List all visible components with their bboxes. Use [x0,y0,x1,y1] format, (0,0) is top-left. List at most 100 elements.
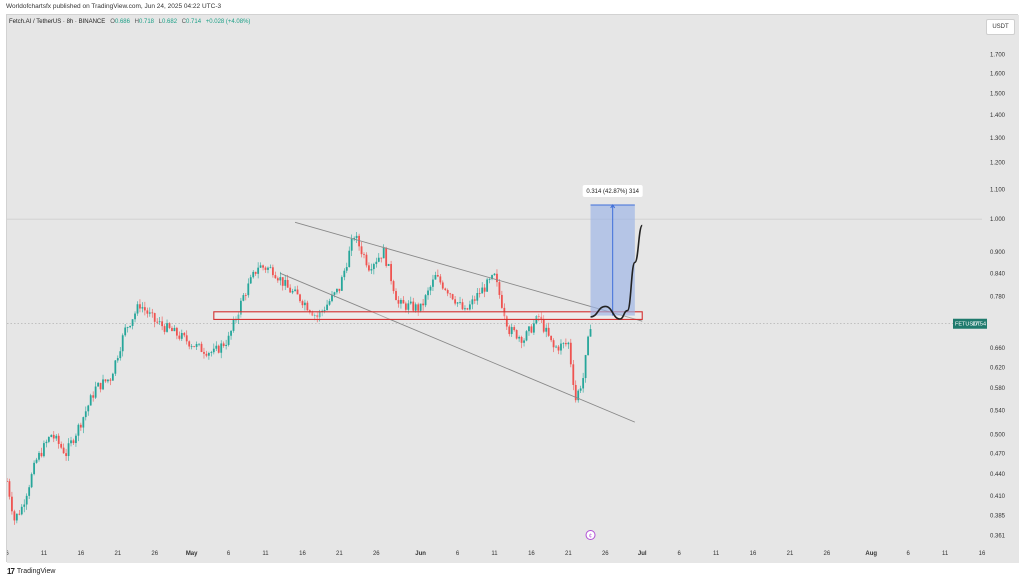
candle-body [488,279,491,280]
x-tick-label: 16 [750,551,757,557]
symbol-name[interactable]: Fetch.AI / TetherUS · 8h · BINANCE [9,19,106,25]
x-tick-label: 21 [787,551,794,557]
candle-body [257,267,260,274]
candle-body [99,382,102,390]
candle-body [52,434,55,439]
candle-body [244,295,247,296]
candle-body [232,319,235,331]
candle-body [400,299,402,304]
candle-body [370,269,373,271]
candle-body [407,303,410,310]
candle-body [545,327,548,332]
candle-body [79,424,82,428]
candle-body [222,343,225,346]
candle-body [38,452,40,460]
candle-body [569,342,572,365]
y-tick-label: 1.500 [990,91,1006,97]
candle-body [62,447,65,454]
candle-body [173,327,176,332]
price-chart[interactable]: 1.700 1.600 1.500 1.400 1.300 1.200 1.100 1.000… [7,15,1019,563]
y-tick-label: 1.300 [990,136,1006,142]
candle-body [230,330,232,336]
candle-body [70,440,72,444]
candle-body [434,275,437,280]
candle-body [493,273,496,276]
candle-body [284,279,287,286]
candle-body [555,346,557,348]
candle-body [13,511,16,521]
y-tick-label: 0.620 [990,366,1006,372]
high-value: 0.718 [138,19,154,25]
candle-body [459,302,461,304]
candle-body [183,332,186,336]
candle-body [451,294,454,300]
candle-body [562,342,565,344]
candle-body [395,291,397,301]
candle-body [304,302,306,306]
measure-label-box [582,184,643,197]
candle-body [163,326,166,332]
candle-body [326,304,328,311]
x-tick-label: 16 [979,551,986,557]
candle-body [574,384,577,401]
candle-body [323,310,326,311]
x-tick-label: 11 [713,551,720,557]
candle-body [171,327,173,332]
x-tick-label: 11 [491,551,498,557]
candle-body [84,411,87,418]
candle-body [158,321,161,323]
close-label: C [181,19,187,25]
x-tick-label: 6 [677,551,681,557]
candle-body [547,327,550,336]
candle-body [343,270,346,278]
open-value: 0.686 [114,19,130,25]
candle-body [528,326,530,332]
candle-body [89,395,92,406]
candle-body [146,310,149,314]
candle-body [188,341,191,347]
candle-body [338,288,341,291]
candle-body [104,379,107,382]
candle-body [262,265,264,268]
y-tick-label: 1.200 [990,161,1006,167]
candle-body [168,323,171,328]
candle-body [486,279,489,292]
candle-body [136,304,139,314]
candle-body [478,293,481,294]
candle-body [454,299,457,304]
candle-body [180,332,183,339]
candle-body [537,315,540,317]
candle-body [402,299,405,304]
x-tick-label: 26 [602,551,609,557]
candle-body [414,304,417,311]
candle-body [55,435,58,439]
candle-body [18,513,21,515]
candle-body [126,327,129,328]
candle-body [473,299,476,301]
candle-body [269,267,272,269]
candle-body [345,267,348,271]
candle-body [45,441,48,444]
candle-body [111,373,114,381]
x-tick-label: 6 [456,551,460,557]
currency-badge[interactable]: USDT [986,19,1015,35]
candle-body [311,312,314,316]
x-tick-label: Aug [865,551,877,557]
x-tick-label: Jun [415,551,426,557]
candle-body [350,238,353,251]
tradingview-brand[interactable]: 17 TradingView [7,567,55,576]
candle-body [375,261,378,265]
x-tick-label: 16 [528,551,535,557]
candle-body [439,276,442,283]
candle-body [368,265,370,271]
x-tick-label: May [186,551,198,557]
candle-body [587,336,589,356]
y-tick-label: 0.500 [990,432,1006,438]
symbol-legend: Fetch.AI / TetherUS · 8h · BINANCE O0.68… [9,19,253,25]
x-tick-label: 21 [114,551,121,557]
candle-body [515,330,518,339]
x-axis: 6 11 16 21 26 May 6 11 16 21 26 Jun 6 11 16 21 26 Jul 6 11 1… [7,551,986,557]
tradingview-logo-icon: 17 [7,567,15,576]
candle-body [390,264,392,282]
chart-frame[interactable]: 1.700 1.600 1.500 1.400 1.300 1.200 1.100 1.000… [6,14,1019,563]
